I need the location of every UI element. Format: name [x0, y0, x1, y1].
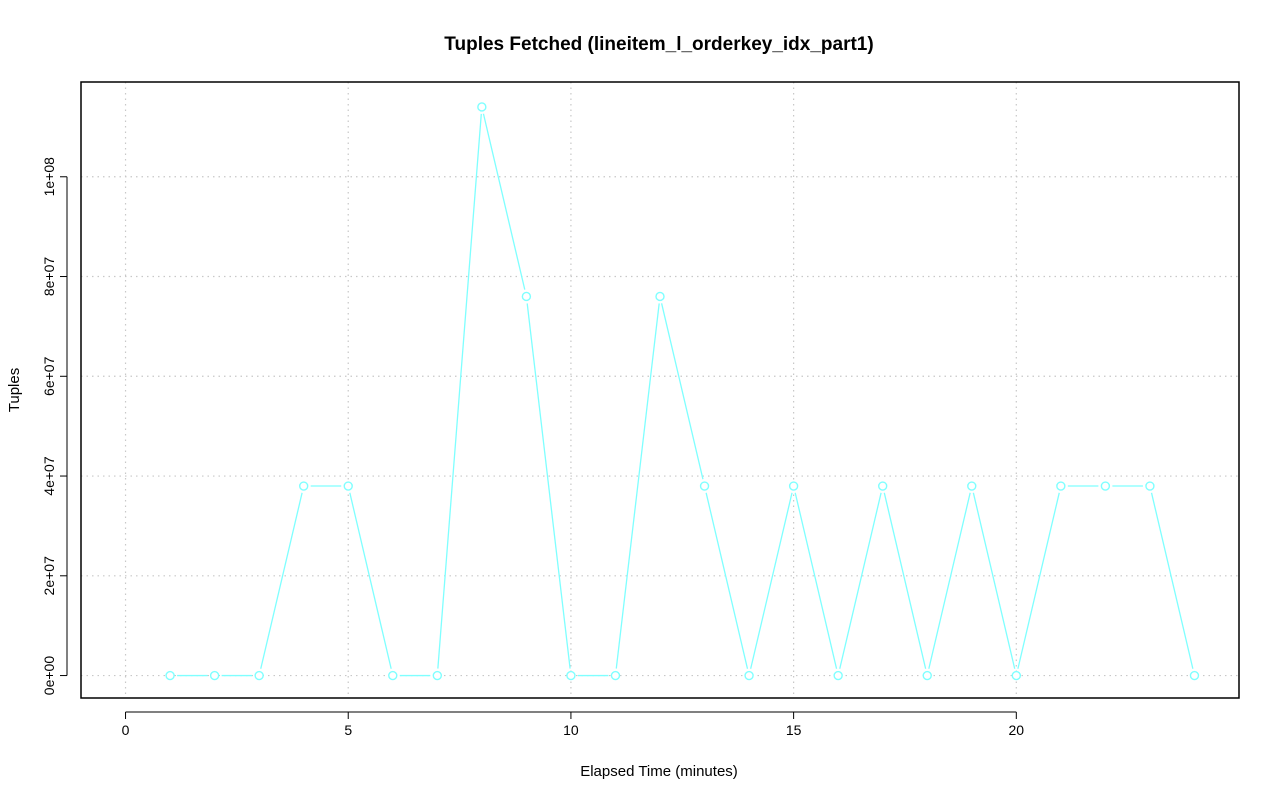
data-point [343, 481, 353, 491]
y-axis-label: Tuples [6, 368, 23, 412]
series-line-segment [794, 492, 838, 669]
plot-frame [80, 81, 1240, 699]
grid [81, 82, 1239, 698]
data-point [165, 670, 175, 681]
chart-title: Tuples Fetched (lineitem_l_orderkey_idx_… [444, 34, 873, 55]
data-point [967, 481, 977, 491]
data-point [655, 291, 665, 302]
series-line-segment [437, 113, 482, 669]
data-point [298, 481, 309, 491]
x-tick-label: 15 [786, 722, 802, 738]
data-point [254, 670, 264, 681]
series-line-segment [615, 303, 660, 669]
y-tick-label: 8e+07 [41, 257, 57, 297]
series-line-segment [1150, 492, 1194, 669]
y-tick-label: 6e+07 [41, 356, 57, 396]
data-point [699, 481, 710, 491]
y-tick-label: 4e+07 [41, 456, 57, 496]
data-point [788, 481, 799, 491]
data-point [744, 670, 754, 681]
data-point [1189, 670, 1200, 681]
data-point [566, 670, 576, 681]
series-line-segment [705, 492, 749, 669]
data-point [477, 102, 487, 112]
data-point [922, 670, 932, 681]
y-tick-label: 2e+07 [41, 556, 57, 596]
series-line-segment [260, 492, 303, 669]
series-line-segment [482, 113, 526, 290]
series-line-segment [750, 492, 793, 669]
data-point [1011, 670, 1022, 681]
x-axis: 0 5 10 15 20 [122, 711, 1025, 738]
series-line-segment [883, 492, 927, 669]
data-point [1145, 481, 1155, 491]
data-point [1100, 481, 1111, 491]
data-point [432, 670, 443, 681]
x-axis-label: Elapsed Time (minutes) [580, 763, 738, 780]
data-point [388, 670, 398, 681]
series-line-segment [660, 303, 704, 480]
y-tick-label: 1e+08 [41, 157, 57, 197]
series [165, 102, 1200, 681]
series-line-segment [526, 303, 571, 669]
x-tick-label: 0 [122, 722, 130, 738]
data-point [1056, 481, 1066, 491]
data-point [610, 670, 621, 681]
data-point [833, 670, 843, 681]
series-line-segment [928, 492, 971, 669]
data-point [877, 481, 888, 491]
series-line-segment [839, 492, 882, 669]
data-point [521, 291, 532, 302]
data-point [209, 670, 220, 681]
series-line-segment [972, 492, 1016, 669]
series-line-segment [349, 492, 392, 669]
x-tick-label: 5 [344, 722, 352, 738]
series-line-segment [1017, 492, 1060, 669]
x-tick-label: 10 [563, 722, 579, 738]
y-axis: 0e+00 2e+07 4e+07 6e+07 8e+07 1e+08 [41, 157, 68, 696]
y-tick-label: 0e+00 [41, 656, 57, 696]
x-tick-label: 20 [1009, 722, 1025, 738]
